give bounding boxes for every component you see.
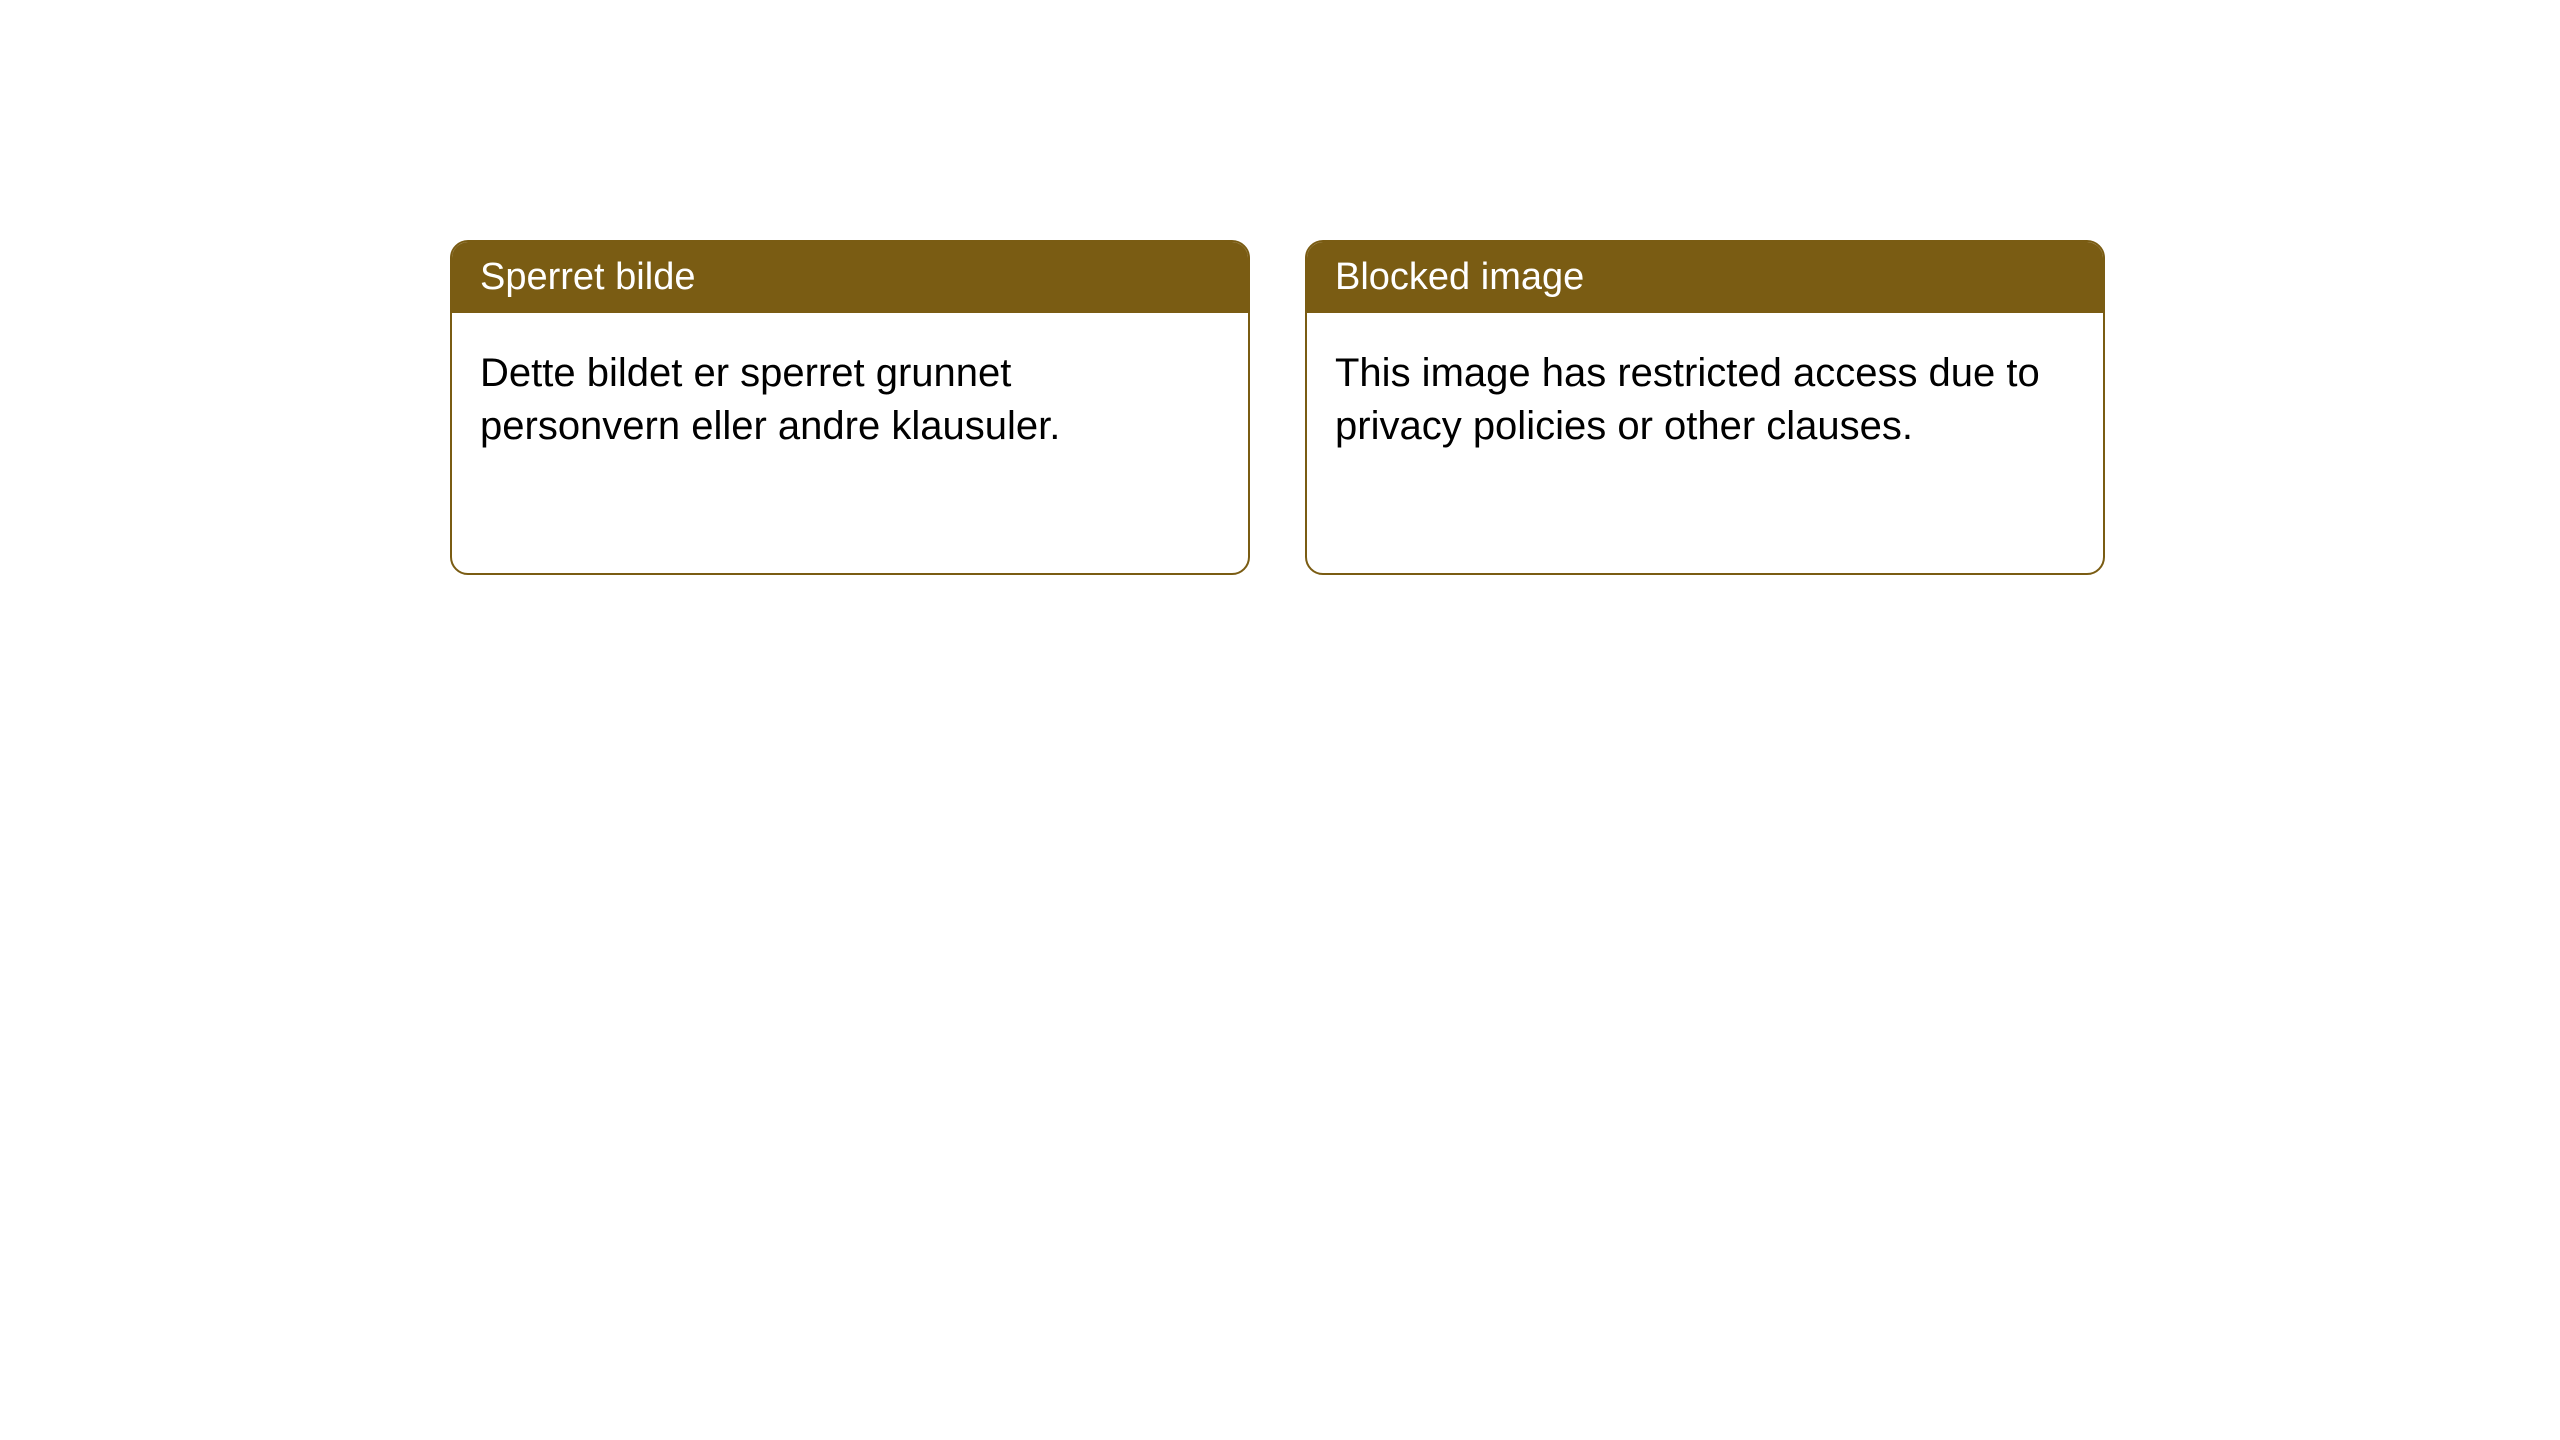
notice-header: Sperret bilde	[452, 242, 1248, 313]
notice-title: Blocked image	[1335, 256, 1584, 298]
notice-container: Sperret bilde Dette bildet er sperret gr…	[450, 240, 2105, 575]
notice-card-english: Blocked image This image has restricted …	[1305, 240, 2105, 575]
notice-card-norwegian: Sperret bilde Dette bildet er sperret gr…	[450, 240, 1250, 575]
notice-body: Dette bildet er sperret grunnet personve…	[452, 313, 1248, 481]
notice-text: This image has restricted access due to …	[1335, 351, 2040, 448]
notice-header: Blocked image	[1307, 242, 2103, 313]
notice-title: Sperret bilde	[480, 256, 695, 298]
notice-body: This image has restricted access due to …	[1307, 313, 2103, 481]
notice-text: Dette bildet er sperret grunnet personve…	[480, 351, 1060, 448]
